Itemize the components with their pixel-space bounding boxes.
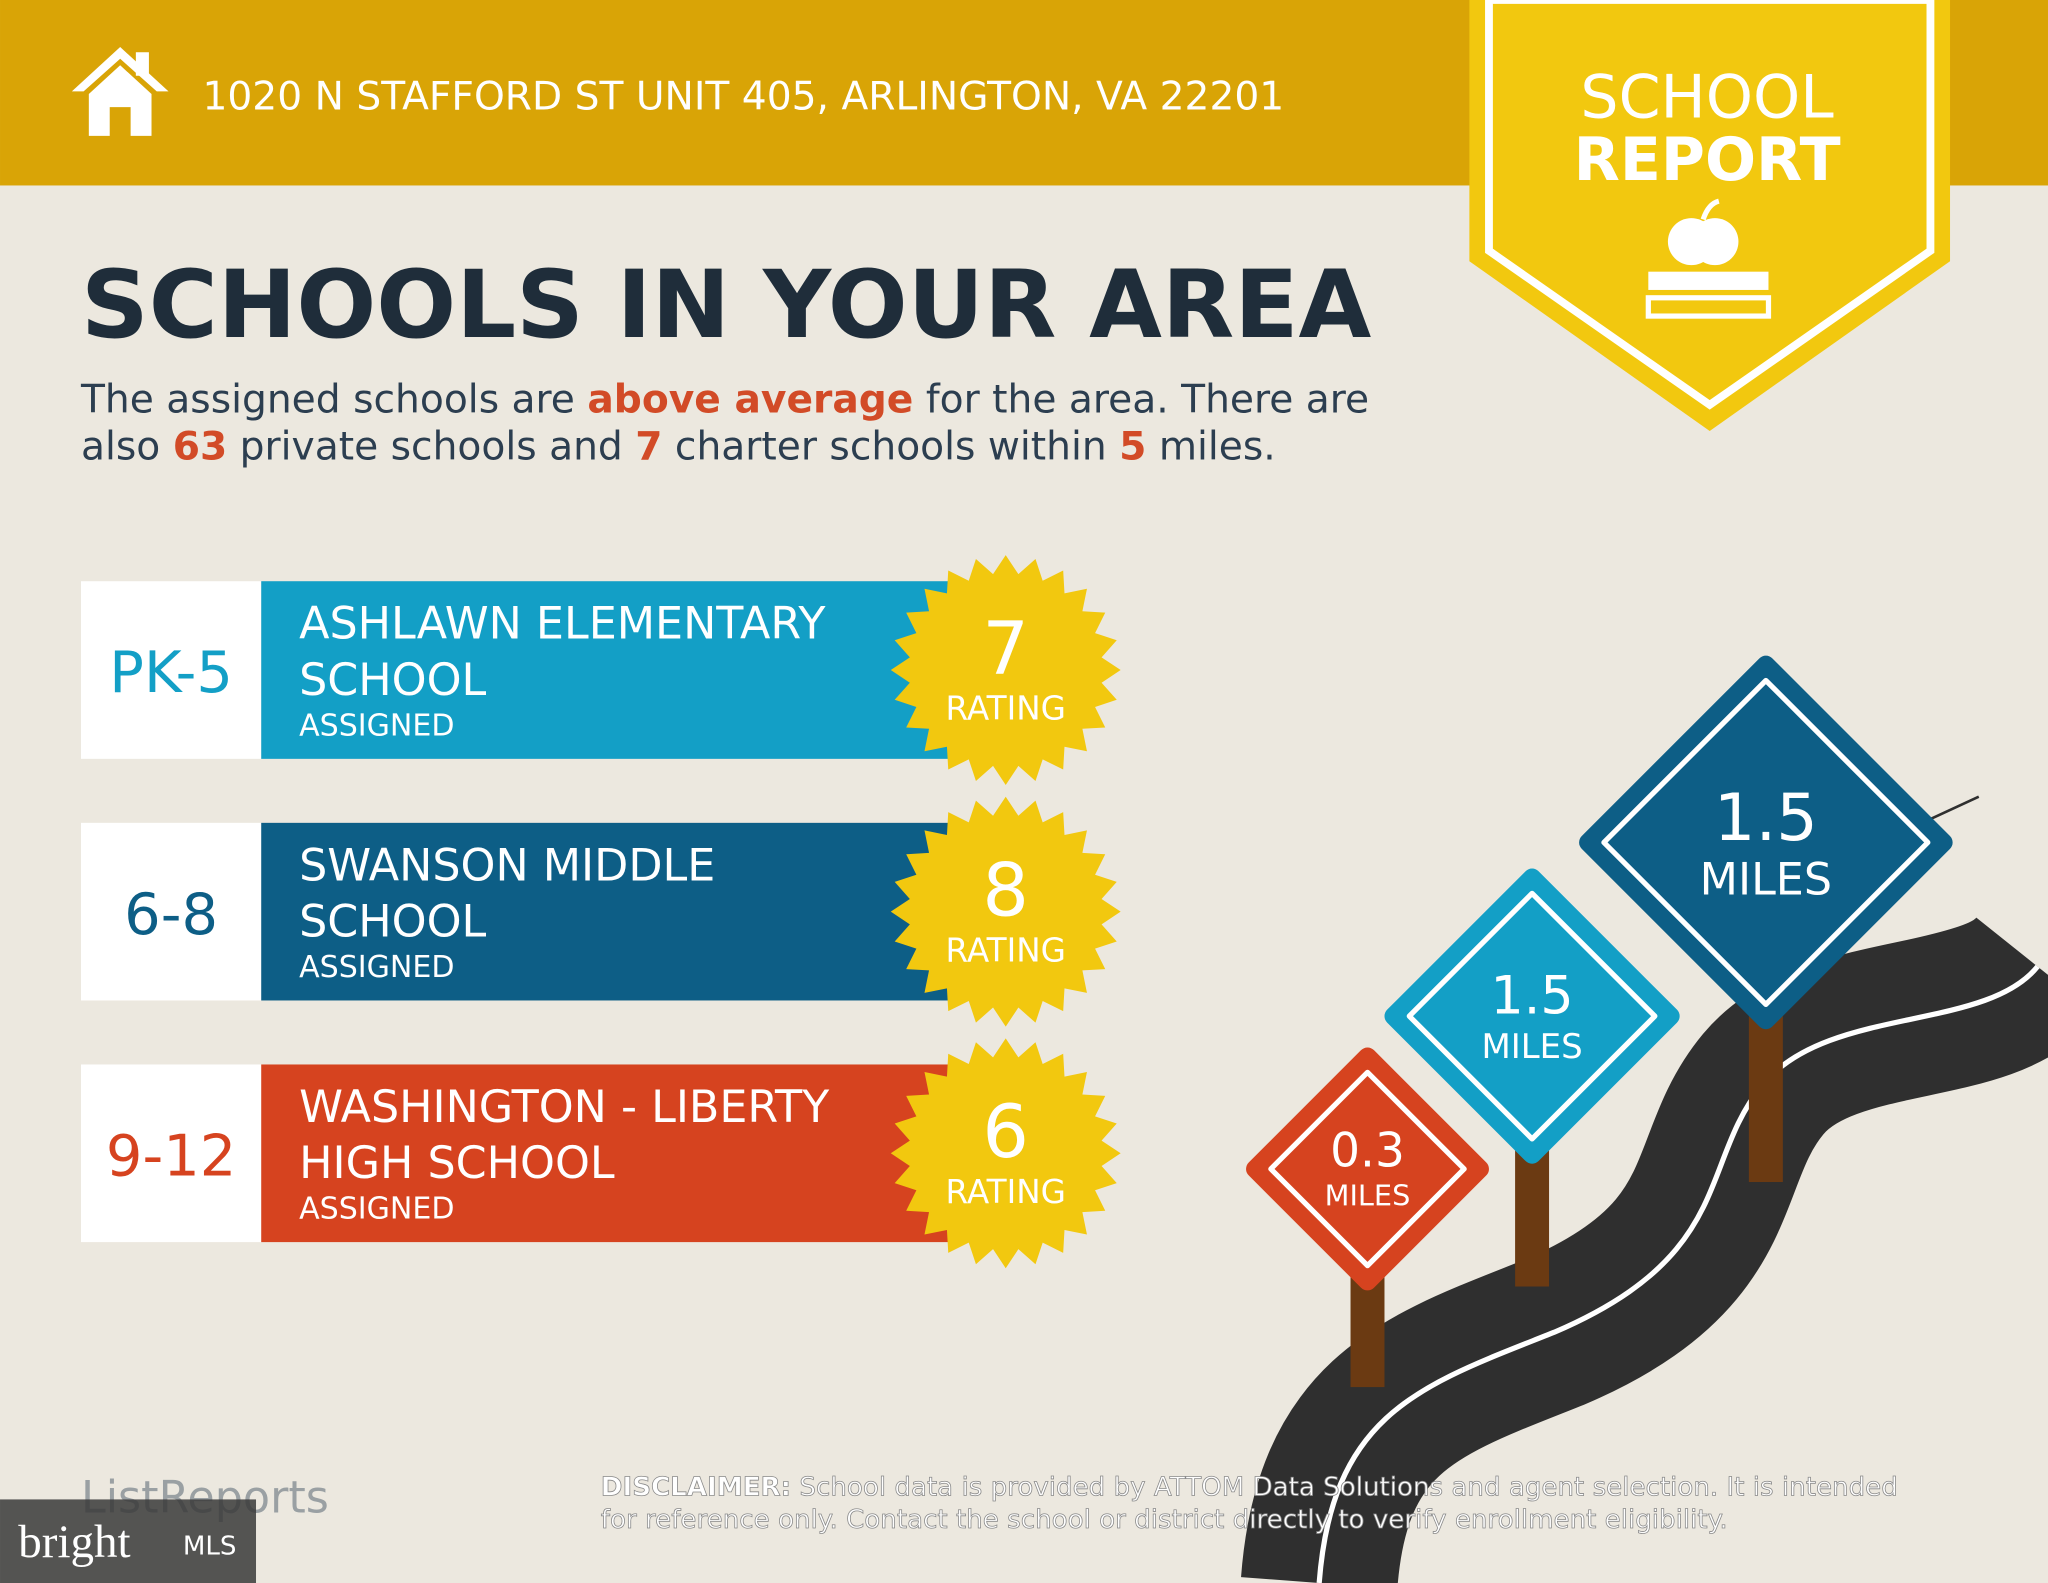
- intro-highlight: above average: [587, 378, 913, 423]
- disclaimer-label: DISCLAIMER:: [601, 1472, 791, 1502]
- school-name: WASHINGTON - LIBERTY: [299, 1082, 830, 1133]
- school-bar: [261, 581, 954, 759]
- watermark-mls: MLS: [183, 1531, 237, 1561]
- school-name: HIGH SCHOOL: [299, 1138, 615, 1189]
- watermark-brand: bright: [18, 1516, 130, 1568]
- grades: 6-8: [124, 881, 218, 948]
- disclaimer-text: for reference only. Contact the school o…: [601, 1505, 1728, 1535]
- sign-distance: 1.5: [1491, 967, 1574, 1027]
- school-name: SCHOOL: [299, 896, 486, 947]
- intro-text: charter schools within: [662, 425, 1119, 470]
- grades: PK-5: [109, 639, 233, 706]
- rating-label: RATING: [945, 1173, 1065, 1211]
- watermark-box: [0, 1499, 257, 1583]
- sign-unit: MILES: [1325, 1179, 1411, 1213]
- badge-line2: REPORT: [1574, 125, 1841, 195]
- rating-badge: [890, 555, 1121, 785]
- grade-box: [80, 581, 262, 759]
- address: 1020 N STAFFORD ST UNIT 405, ARLINGTON, …: [202, 75, 1284, 120]
- intro-line: also 63 private schools and 7 charter sc…: [81, 425, 1276, 470]
- rating-badge: [890, 796, 1121, 1027]
- rating: 7: [982, 607, 1029, 692]
- sign: [1579, 655, 1953, 1030]
- sign-border: [1268, 1069, 1467, 1269]
- school-name: SCHOOL: [299, 655, 486, 706]
- grades: 9-12: [106, 1122, 236, 1189]
- intro-text: for the area. There are: [913, 378, 1369, 423]
- intro-text: private schools and: [227, 425, 635, 470]
- grade-box: [80, 822, 262, 1001]
- sign-distance: 1.5: [1714, 780, 1818, 856]
- school-status: ASSIGNED: [299, 708, 454, 743]
- rating-label: RATING: [945, 690, 1065, 728]
- rating: 8: [982, 849, 1029, 934]
- school-bar: [261, 1064, 954, 1243]
- sign: [1384, 868, 1680, 1164]
- sign-border: [1601, 677, 1931, 1008]
- school-status: ASSIGNED: [299, 950, 454, 985]
- rating-badge: [890, 1038, 1121, 1269]
- intro-highlight: 7: [635, 425, 662, 470]
- badge: [1469, 0, 1951, 432]
- school-bar: [261, 822, 954, 1001]
- school-name: SWANSON MIDDLE: [299, 840, 715, 891]
- badge-line1: SCHOOL: [1580, 63, 1834, 133]
- intro-text: The assigned schools are: [80, 378, 587, 423]
- school-status: ASSIGNED: [299, 1192, 454, 1227]
- intro-text: also: [81, 425, 173, 470]
- sign-unit: MILES: [1481, 1027, 1582, 1067]
- intro-highlight: 5: [1119, 425, 1146, 470]
- school-name: ASHLAWN ELEMENTARY: [299, 599, 826, 650]
- sign-unit: MILES: [1700, 855, 1832, 906]
- sign-border: [1406, 890, 1658, 1142]
- rating-label: RATING: [945, 931, 1065, 969]
- title: SCHOOLS IN YOUR AREA: [81, 251, 1371, 360]
- house-icon: [71, 47, 169, 136]
- sign-distance: 0.3: [1330, 1123, 1405, 1178]
- sign: [1246, 1047, 1489, 1291]
- intro-line: The assigned schools are above average f…: [80, 378, 1369, 423]
- disclaimer-text: School data is provided by ATTOM Data So…: [791, 1472, 1898, 1502]
- grade-box: [80, 1064, 262, 1243]
- rating: 6: [982, 1090, 1029, 1175]
- disclaimer: DISCLAIMER: School data is provided by A…: [601, 1472, 1898, 1535]
- intro-highlight: 63: [173, 425, 228, 470]
- intro-text: miles.: [1146, 425, 1275, 470]
